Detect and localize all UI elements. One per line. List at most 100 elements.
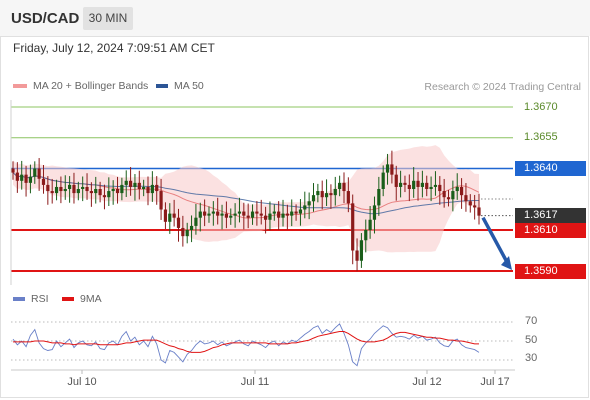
candle-body <box>451 191 455 200</box>
candle-body <box>46 184 50 192</box>
candle-body <box>290 211 294 216</box>
credit-text: Research © 2024 Trading Central <box>424 81 581 93</box>
candle-body <box>446 197 451 200</box>
candle-body <box>203 211 207 216</box>
candle-body <box>333 189 337 196</box>
forecast-arrow-head <box>501 256 512 270</box>
candle-body <box>364 230 368 241</box>
symbol-title: USD/CAD <box>11 10 80 27</box>
candle-body <box>181 227 185 237</box>
candle-body <box>316 191 320 196</box>
candle-body <box>176 217 181 228</box>
candle-body <box>342 182 346 192</box>
candle-body <box>168 213 172 222</box>
candle-body <box>142 186 146 189</box>
candle-body <box>320 191 324 198</box>
rsi-tick-50: 50 <box>525 334 538 346</box>
rsi-swatch <box>13 297 25 301</box>
candle-body <box>111 189 115 192</box>
candle-body <box>185 230 189 237</box>
level-label-1-3670: 1.3670 <box>524 100 558 113</box>
candle-body <box>438 184 442 192</box>
candle-body <box>59 186 63 192</box>
candle-body <box>207 213 211 216</box>
candle-body <box>464 195 468 202</box>
candle-body <box>420 182 424 187</box>
chart-header: USD/CAD 30 MIN <box>0 0 590 36</box>
candle-body <box>172 213 176 218</box>
candle-body <box>54 186 59 194</box>
candle-body <box>429 186 433 189</box>
candle-body <box>377 189 381 206</box>
candle-body <box>255 211 259 214</box>
candle-body <box>303 205 307 210</box>
bollinger-band <box>13 145 479 253</box>
rsi-tick-30: 30 <box>525 352 538 364</box>
candle-body <box>233 213 237 216</box>
candle-body <box>115 189 120 194</box>
candle-body <box>237 211 242 214</box>
candle-body <box>33 168 37 177</box>
candle-body <box>399 182 403 187</box>
ma20-swatch <box>13 84 27 88</box>
candle-body <box>351 203 355 251</box>
x-tick-jul12: Jul 12 <box>412 376 442 388</box>
candle-body <box>311 195 316 202</box>
candle-body <box>224 213 229 218</box>
candle-body <box>459 186 464 196</box>
level-label-1-3655: 1.3655 <box>524 131 558 144</box>
candle-body <box>41 178 46 185</box>
candle-body <box>298 209 303 214</box>
candle-body <box>68 184 72 189</box>
candle-body <box>72 184 76 194</box>
candle-body <box>128 180 133 187</box>
candle-body <box>442 191 446 198</box>
candle-body <box>89 191 93 194</box>
level-label-1-3590: 1.3590 <box>515 263 586 279</box>
candle-body <box>15 172 19 181</box>
rsi-9ma-line <box>13 331 479 353</box>
candle-body <box>433 184 438 187</box>
candle-body <box>355 250 359 261</box>
level-label-1-3617: 1.3617 <box>515 208 586 224</box>
candle-body <box>20 174 24 181</box>
legend-ma50: MA 50 <box>156 80 204 92</box>
candle-body <box>468 201 472 206</box>
legend-rsi: RSI <box>13 293 49 305</box>
timestamp: Friday, July 12, 2024 7:09:51 AM CET <box>13 41 215 55</box>
level-label-1-3610: 1.3610 <box>515 222 586 238</box>
candle-body <box>133 182 137 187</box>
candle-body <box>28 176 33 183</box>
candle-body <box>277 211 281 218</box>
legend-ma9-label: 9MA <box>80 293 102 305</box>
candle-body <box>37 168 41 179</box>
candle-body <box>425 182 429 189</box>
candle-body <box>268 213 272 220</box>
candle-body <box>250 211 255 218</box>
candle-body <box>211 211 215 214</box>
candle-body <box>368 219 372 230</box>
ma50-line <box>12 172 479 215</box>
candle-body <box>272 211 276 214</box>
candle-body <box>242 211 246 216</box>
candle-body <box>473 205 477 208</box>
candle-body <box>285 213 289 216</box>
candle-body <box>403 182 407 185</box>
candle-body <box>163 209 168 222</box>
candle-body <box>385 164 390 173</box>
candle-body <box>381 172 385 189</box>
candle-body <box>102 195 107 198</box>
candle-body <box>246 215 250 218</box>
candle-body <box>216 211 220 216</box>
candle-body <box>220 213 224 216</box>
interval-button[interactable]: 30 MIN <box>83 7 133 30</box>
candle-body <box>329 193 333 196</box>
candle-body <box>124 180 128 185</box>
candle-body <box>281 213 285 218</box>
candle-body <box>107 191 111 198</box>
legend-ma20: MA 20 + Bollinger Bands <box>13 80 148 92</box>
candle-body <box>11 168 15 173</box>
candle-body <box>294 211 298 214</box>
candle-body <box>155 184 159 192</box>
